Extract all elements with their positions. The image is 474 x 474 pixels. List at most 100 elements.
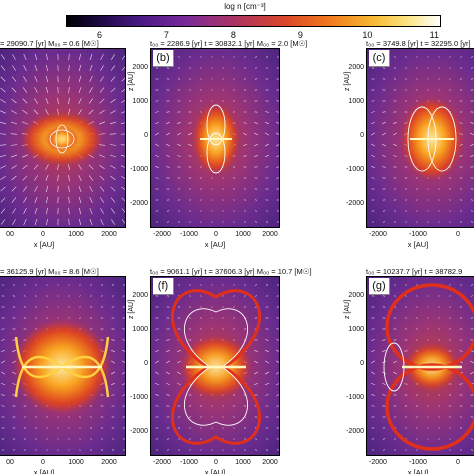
field-arrow bbox=[10, 154, 18, 158]
field-arrow bbox=[200, 449, 202, 451]
field-arrow bbox=[68, 97, 70, 105]
field-arrow bbox=[78, 175, 82, 181]
field-arrow bbox=[393, 122, 397, 124]
field-arrow bbox=[233, 100, 235, 102]
field-arrow bbox=[189, 199, 191, 201]
field-arrow bbox=[34, 53, 38, 61]
field-arrow bbox=[45, 196, 49, 204]
field-arrow bbox=[101, 284, 103, 286]
field-arrow bbox=[232, 111, 236, 113]
field-arrow bbox=[448, 339, 452, 341]
panel-letter: (f) bbox=[153, 278, 174, 295]
field-arrow bbox=[78, 185, 82, 193]
field-arrow bbox=[370, 132, 376, 136]
field-arrow bbox=[449, 89, 451, 91]
field-arrow bbox=[189, 306, 191, 308]
field-arrow bbox=[166, 122, 170, 124]
field-arrow bbox=[264, 143, 270, 147]
x-tick-label: -1000 bbox=[180, 459, 198, 466]
field-arrow bbox=[78, 86, 82, 94]
field-arrow bbox=[166, 210, 170, 212]
density-contour bbox=[183, 366, 249, 426]
field-arrow bbox=[79, 218, 81, 226]
y-tick-label: 1000 bbox=[348, 98, 364, 105]
x-axis-label: x [AU] bbox=[407, 468, 429, 474]
panel-letter: (c) bbox=[369, 50, 390, 67]
field-arrow bbox=[33, 164, 39, 170]
x-axis-label: x [AU] bbox=[33, 240, 55, 249]
field-arrow bbox=[45, 109, 49, 115]
x-tick-label: -2000 bbox=[369, 231, 387, 238]
field-arrow bbox=[276, 339, 279, 341]
field-arrow bbox=[254, 438, 258, 440]
outflow-shell bbox=[171, 365, 261, 445]
field-arrow bbox=[276, 383, 279, 386]
field-arrow bbox=[11, 208, 17, 214]
outflow-shell bbox=[385, 283, 474, 371]
x-tick-label: -2000 bbox=[153, 459, 171, 466]
field-arrow bbox=[1, 382, 5, 386]
field-arrow bbox=[122, 405, 125, 407]
field-arrow bbox=[244, 67, 246, 69]
field-arrow bbox=[89, 53, 93, 61]
field-arrow bbox=[122, 328, 125, 330]
field-arrow bbox=[100, 65, 104, 71]
field-arrow bbox=[0, 65, 6, 71]
field-arrow bbox=[89, 76, 93, 82]
field-arrow bbox=[405, 67, 407, 69]
field-arrow bbox=[200, 306, 202, 308]
field-arrow bbox=[178, 221, 180, 223]
field-arrow bbox=[200, 78, 202, 80]
field-arrow bbox=[243, 89, 247, 91]
field-arrow bbox=[111, 295, 115, 297]
field-arrow bbox=[68, 185, 70, 193]
x-tick-label: 2000 bbox=[262, 459, 278, 466]
field-arrow bbox=[12, 383, 16, 385]
field-arrow bbox=[89, 207, 93, 215]
y-axis-label: z [AU] bbox=[344, 299, 352, 320]
field-arrow bbox=[22, 154, 28, 158]
field-arrow bbox=[382, 122, 386, 124]
x-tick-label: 0 bbox=[214, 231, 218, 238]
field-arrow bbox=[393, 371, 397, 375]
field-arrow bbox=[23, 53, 27, 61]
field-arrow bbox=[200, 438, 202, 440]
field-arrow bbox=[459, 122, 463, 124]
field-arrow bbox=[79, 53, 81, 61]
field-arrow bbox=[99, 76, 105, 82]
field-arrow bbox=[244, 199, 246, 201]
field-arrow bbox=[393, 78, 397, 80]
field-arrow bbox=[165, 132, 171, 136]
field-arrow bbox=[45, 174, 49, 182]
x-tick-label: 0 bbox=[214, 459, 218, 466]
field-arrow bbox=[416, 416, 418, 418]
y-tick-label: 1000 bbox=[348, 326, 364, 333]
x-tick-label: 2000 bbox=[101, 459, 117, 466]
field-arrow bbox=[68, 75, 70, 83]
y-tick-label: -2000 bbox=[130, 428, 148, 435]
field-arrow bbox=[188, 89, 192, 91]
field-arrow bbox=[233, 67, 235, 69]
field-arrow bbox=[89, 197, 93, 203]
field-arrow bbox=[382, 295, 386, 297]
field-arrow bbox=[189, 221, 191, 223]
field-arrow bbox=[0, 176, 6, 180]
field-arrow bbox=[371, 221, 375, 223]
field-arrow bbox=[370, 360, 376, 364]
field-arrow bbox=[405, 221, 407, 223]
field-arrow bbox=[98, 121, 106, 125]
field-arrow bbox=[254, 78, 258, 80]
field-arrow bbox=[109, 121, 117, 125]
field-arrow bbox=[0, 219, 6, 225]
field-arrow bbox=[154, 143, 160, 147]
field-arrow bbox=[200, 427, 202, 429]
field-arrow bbox=[68, 207, 70, 215]
field-arrow bbox=[416, 56, 418, 58]
field-arrow bbox=[382, 383, 386, 385]
x-tick-label: 2000 bbox=[101, 231, 117, 238]
field-arrow bbox=[470, 143, 474, 147]
field-arrow bbox=[101, 449, 103, 451]
field-arrow bbox=[438, 405, 440, 407]
field-arrow bbox=[405, 56, 407, 58]
field-arrow bbox=[188, 328, 192, 330]
